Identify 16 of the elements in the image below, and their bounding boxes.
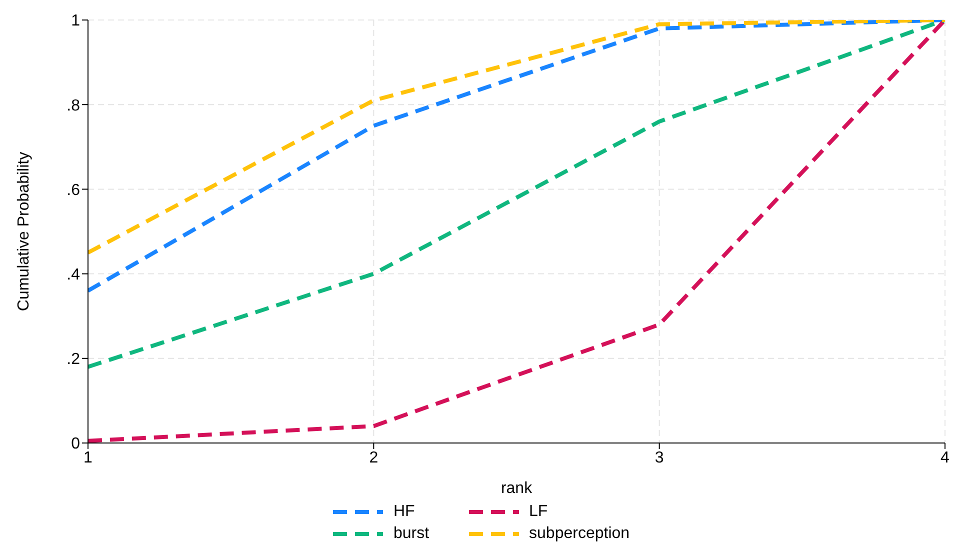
legend-label: burst [393, 525, 430, 543]
legend-label: HF [393, 503, 415, 521]
y-tick-label: 1 [71, 12, 80, 30]
x-tick-label: 1 [84, 449, 93, 466]
y-tick-label: .4 [66, 266, 80, 284]
x-tick-label: 4 [940, 449, 950, 466]
y-tick-label: 0 [71, 436, 80, 453]
y-axis-title: Cumulative Probability [16, 152, 33, 312]
legend-label: subperception [529, 525, 630, 543]
x-tick-label: 3 [654, 449, 664, 466]
x-axis-title: rank [500, 480, 534, 497]
x-tick-label: 2 [369, 449, 378, 466]
y-tick-label: .8 [66, 97, 80, 114]
y-tick-label: .6 [66, 182, 80, 199]
legend-label: LF [529, 503, 548, 521]
y-tick-label: .2 [66, 351, 80, 368]
